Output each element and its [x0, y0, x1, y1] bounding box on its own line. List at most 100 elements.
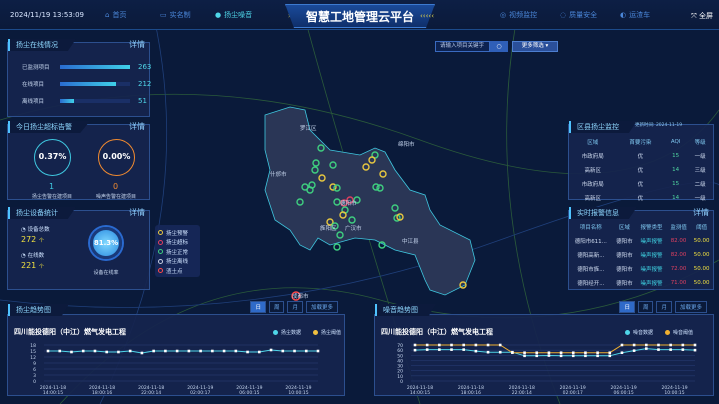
legend-item[interactable]: 噪音阈值 [665, 329, 693, 336]
x-tick-line: 2024-11-19 [236, 385, 262, 391]
map-label: 罗江区 [300, 125, 317, 132]
map-marker [329, 183, 337, 191]
data-point [450, 348, 453, 351]
data-point [608, 354, 612, 358]
data-point [657, 343, 660, 347]
legend-item[interactable]: 扬尘预警 [158, 228, 197, 238]
table-cell: 14 [672, 167, 680, 173]
legend-item[interactable]: 扬尘离线 [158, 257, 197, 267]
legend-item[interactable]: 扬尘数据 [273, 329, 301, 336]
marker-icon [158, 230, 163, 236]
table-cell: 市政府局 [581, 182, 604, 188]
x-tick-label: 2024-11-19 06:00:15 [611, 385, 637, 396]
panel-title: 今日扬尘超标告警 [8, 121, 90, 133]
nav-dust-noise[interactable]: ● 扬尘噪音 [215, 11, 253, 19]
series-line [415, 344, 695, 354]
table-row[interactable]: 高新区 优 14 一级 [569, 191, 713, 205]
map-marker [296, 198, 304, 206]
data-point [571, 351, 575, 355]
x-tick-line: 02:00:17 [563, 390, 583, 396]
details-link[interactable]: 详情 [129, 40, 145, 49]
table-row[interactable]: 德阳高新... 德阳市 噪声报警 82.00 50.00 [569, 248, 713, 262]
details-link[interactable]: 详情 [693, 208, 709, 217]
table-cell: 15 [672, 181, 680, 187]
data-point [304, 349, 308, 353]
table-row[interactable]: 德阳市旌... 德阳市 噪声报警 72.00 50.00 [569, 262, 713, 276]
nav-truck[interactable]: ◐ 运渣车 [620, 11, 651, 19]
top-bar: 2024/11/19 13:53:09 ⌂首页 ▭实名制 ●扬尘噪音 ›››››… [0, 0, 719, 30]
y-tick-label: 0 [33, 379, 36, 385]
tab-period[interactable]: 月 [656, 301, 672, 313]
table-row[interactable]: 市政府局 优 15 二级 [569, 177, 713, 191]
data-point [474, 343, 478, 347]
data-point [269, 348, 273, 352]
table-cell: 三级 [694, 168, 706, 174]
legend-item[interactable]: 扬尘正常 [158, 247, 197, 257]
map-marker [346, 196, 354, 204]
details-link[interactable]: 详情 [129, 208, 145, 217]
alarm-table: 项目名称 区域 报警类型 监测值 阈值 德阳市611... 德阳市 噪声报警 82.00 50.0… [569, 220, 713, 290]
search-input[interactable]: 请输入项目关键字 [435, 41, 490, 52]
tab-period[interactable]: 加载更多 [305, 301, 338, 313]
tab-period[interactable]: 月 [287, 301, 303, 313]
tab-period[interactable]: 日 [250, 301, 266, 313]
table-row[interactable]: 市政府局 优 15 一级 [569, 149, 713, 163]
nav-quality[interactable]: ◌ 质量安全 [560, 11, 598, 19]
data-point [596, 354, 599, 358]
x-tick-line: 2024-11-19 [187, 385, 213, 391]
table-header: 项目名称 区域 报警类型 监测值 阈值 [569, 220, 713, 234]
chart-title: 四川能投德阳（中江）燃气发电工程 [381, 328, 493, 336]
data-point [547, 351, 551, 355]
more-filter-button[interactable]: 更多筛选 ▾ [512, 41, 558, 52]
data-point [584, 354, 587, 358]
data-point [693, 348, 697, 352]
legend-item[interactable]: 噪音数据 [625, 329, 653, 336]
legend-item[interactable]: 扬尘超标 [158, 238, 197, 248]
camera-icon: ◎ [500, 11, 507, 19]
y-tick-label: 10 [397, 374, 403, 380]
noise-alarm-label: 噪声告警在建项目 [95, 194, 136, 200]
data-point [559, 354, 563, 358]
y-tick-label: 12 [30, 355, 36, 361]
tab-period[interactable]: 加载更多 [674, 301, 707, 313]
marker-icon [158, 249, 163, 255]
map-region-deyang[interactable] [264, 106, 476, 296]
nav-home[interactable]: ⌂ 首页 [105, 11, 127, 19]
details-link[interactable]: 详情 [129, 122, 145, 131]
table-cell: 50.00 [693, 266, 710, 272]
tab-period[interactable]: 日 [619, 301, 635, 313]
x-tick-line: 2024-11-18 [458, 385, 484, 391]
table-cell: 一级 [694, 154, 706, 160]
noise-alarm-count: 0 [113, 182, 119, 191]
legend-item[interactable]: 渣土点 [158, 266, 197, 276]
table-cell: 二级 [694, 182, 706, 188]
x-tick-label: 2024-11-19 10:00:15 [285, 385, 311, 396]
data-point [669, 348, 672, 351]
chart-title: 四川能投德阳（中江）燃气发电工程 [14, 328, 126, 336]
nav-realname[interactable]: ▭ 实名制 [160, 11, 191, 19]
table-row[interactable]: 高新区 优 14 三级 [569, 163, 713, 177]
map-marker [391, 204, 399, 212]
online-label: ◔ 在线数 [21, 253, 45, 259]
map-marker [329, 161, 337, 169]
fullscreen-button[interactable]: ⤧ 全屏 [691, 12, 713, 20]
x-tick-line: 02:00:17 [190, 390, 210, 396]
data-point [93, 349, 97, 353]
data-point [620, 343, 624, 347]
x-tick-label: 2024-11-18 18:00:16 [458, 385, 484, 396]
data-point [413, 348, 417, 352]
dust-trend-panel: 扬尘趋势图 日周月加载更多 四川能投德阳（中江）燃气发电工程 0 3 6 9 12 15 1… [7, 301, 345, 396]
progress-bar [60, 99, 130, 103]
nav-video[interactable]: ◎ 视频监控 [500, 11, 538, 19]
table-header: 区域 首要污染 AQI 等级 [569, 135, 713, 149]
dust-alarm-ring: 0.37% [34, 139, 71, 176]
search-button[interactable]: ○ [490, 41, 508, 52]
y-tick-label: 70 [397, 343, 403, 349]
period-tabs: 日周月加载更多 [619, 301, 707, 313]
table-row[interactable]: 德阳经开... 德阳市 噪声报警 71.00 50.00 [569, 276, 713, 290]
table-row[interactable]: 德阳市611... 德阳市 噪声报警 82.00 50.00 [569, 234, 713, 248]
tab-period[interactable]: 周 [637, 301, 654, 313]
table-cell: 高新区 [584, 168, 602, 174]
tab-period[interactable]: 周 [268, 301, 285, 313]
legend-item[interactable]: 扬尘阈值 [313, 329, 341, 336]
